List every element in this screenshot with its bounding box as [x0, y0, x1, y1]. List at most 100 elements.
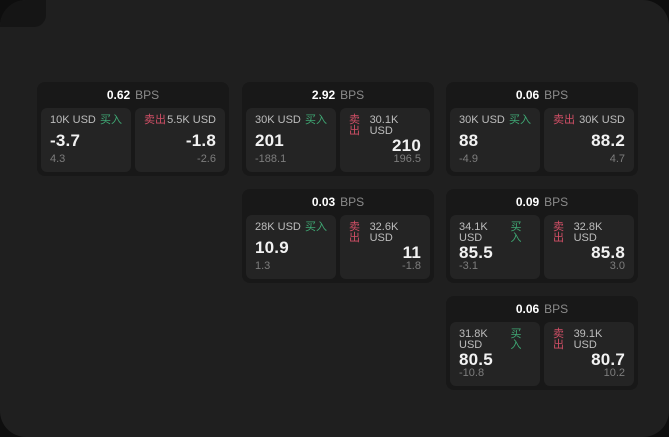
buy-side-label: 买入: [510, 328, 522, 351]
sell-change: -2.6: [197, 153, 216, 165]
sell-panel[interactable]: 卖出 32.8K USD 85.8 3.0: [544, 215, 634, 279]
sell-change: 196.5: [393, 153, 421, 165]
buy-size-label: 10K USD: [50, 114, 96, 126]
bps-spread-value: 0.09: [515, 195, 540, 209]
bid-ask-panels: 30K USD 买入 88 -4.9 卖出 30K USD 88.2 4.7: [446, 108, 638, 176]
sell-size-label: 32.8K USD: [573, 221, 603, 244]
sell-panel-header: 卖出 30.1K USD: [349, 115, 421, 137]
buy-size-label: 34.1K USD: [459, 221, 488, 244]
buy-price: 85.5: [459, 243, 493, 262]
bid-ask-panels: 34.1K USD 买入 85.5 -3.1 卖出 32.8K USD 85.8…: [446, 215, 638, 283]
sell-change: 3.0: [609, 260, 625, 272]
buy-size-label: 30K USD: [459, 114, 505, 126]
sell-price: 11: [402, 243, 421, 262]
quote-card: 2.92 BPS 30K USD 买入 201 -188.1 卖出 30.1K …: [242, 82, 434, 176]
sell-price: 88.2: [591, 130, 625, 150]
sell-side-label: 卖出: [553, 328, 564, 351]
buy-panel[interactable]: 30K USD 买入 88 -4.9: [450, 108, 540, 172]
sell-change: 4.7: [609, 153, 625, 165]
buy-panel[interactable]: 34.1K USD 买入 85.5 -3.1: [450, 215, 540, 279]
sell-panel-header: 卖出 39.1K USD: [553, 329, 625, 351]
buy-change: -188.1: [255, 153, 287, 165]
buy-panel[interactable]: 30K USD 买入 201 -188.1: [246, 108, 336, 172]
quote-card: 0.06 BPS 31.8K USD 买入 80.5 -10.8 卖出 39.1…: [446, 296, 638, 390]
card-header: 0.06 BPS: [446, 82, 638, 108]
buy-panel-header: 31.8K USD 买入: [459, 329, 531, 351]
buy-side-label: 买入: [510, 221, 522, 244]
sell-panel-header: 卖出 32.6K USD: [349, 222, 421, 244]
buy-change: 1.3: [255, 260, 271, 272]
sell-panel[interactable]: 卖出 5.5K USD -1.8 -2.6: [135, 108, 225, 172]
sell-change: -1.8: [402, 260, 421, 272]
card-header: 0.62 BPS: [37, 82, 229, 108]
buy-side-label: 买入: [305, 221, 327, 233]
sell-price: 85.8: [591, 243, 625, 262]
buy-change: 4.3: [50, 153, 66, 165]
buy-panel[interactable]: 10K USD 买入 -3.7 4.3: [41, 108, 131, 172]
buy-size-label: 31.8K USD: [459, 328, 488, 351]
card-header: 2.92 BPS: [242, 82, 434, 108]
bid-ask-panels: 30K USD 买入 201 -188.1 卖出 30.1K USD 210 1…: [242, 108, 434, 176]
card-header: 0.03 BPS: [242, 189, 434, 215]
bid-ask-panels: 28K USD 买入 10.9 1.3 卖出 32.6K USD 11 -1.8: [242, 215, 434, 283]
buy-panel-header: 34.1K USD 买入: [459, 222, 531, 244]
sell-panel[interactable]: 卖出 30K USD 88.2 4.7: [544, 108, 634, 172]
bps-unit-label: BPS: [544, 195, 569, 209]
buy-size-label: 28K USD: [255, 221, 301, 233]
window-corner-accent: [0, 0, 46, 27]
sell-change: 10.2: [603, 367, 625, 379]
bps-unit-label: BPS: [544, 302, 569, 316]
sell-side-label: 卖出: [553, 114, 575, 126]
sell-size-label: 30K USD: [579, 114, 625, 126]
buy-panel-header: 28K USD 买入: [255, 222, 327, 233]
sell-panel-header: 卖出 30K USD: [553, 115, 625, 126]
sell-panel[interactable]: 卖出 32.6K USD 11 -1.8: [340, 215, 430, 279]
sell-panel-header: 卖出 5.5K USD: [144, 115, 216, 126]
quote-card: 0.03 BPS 28K USD 买入 10.9 1.3 卖出 32.6K US…: [242, 189, 434, 283]
bid-ask-panels: 31.8K USD 买入 80.5 -10.8 卖出 39.1K USD 80.…: [446, 322, 638, 390]
quote-card: 0.62 BPS 10K USD 买入 -3.7 4.3 卖出 5.5K USD…: [37, 82, 229, 176]
buy-side-label: 买入: [305, 114, 327, 126]
buy-panel[interactable]: 28K USD 买入 10.9 1.3: [246, 215, 336, 279]
quote-card: 0.09 BPS 34.1K USD 买入 85.5 -3.1 卖出 32.8K…: [446, 189, 638, 283]
buy-panel-header: 30K USD 买入: [255, 115, 327, 126]
bps-spread-value: 2.92: [311, 88, 336, 102]
buy-change: -10.8: [459, 367, 485, 379]
card-header: 0.09 BPS: [446, 189, 638, 215]
bps-unit-label: BPS: [340, 88, 365, 102]
buy-price: 201: [255, 130, 284, 150]
buy-price: 88: [459, 130, 479, 150]
buy-price: -3.7: [50, 130, 81, 150]
sell-price: 80.7: [591, 350, 625, 369]
sell-size-label: 5.5K USD: [167, 114, 216, 126]
sell-side-label: 卖出: [349, 114, 360, 137]
buy-panel-header: 30K USD 买入: [459, 115, 531, 126]
bps-unit-label: BPS: [340, 195, 365, 209]
bps-spread-value: 0.62: [106, 88, 131, 102]
sell-side-label: 卖出: [144, 114, 166, 126]
bps-unit-label: BPS: [135, 88, 160, 102]
buy-change: -3.1: [459, 260, 478, 272]
quote-card: 0.06 BPS 30K USD 买入 88 -4.9 卖出 30K USD 8…: [446, 82, 638, 176]
buy-change: -4.9: [459, 153, 478, 165]
sell-size-label: 32.6K USD: [369, 221, 399, 244]
sell-size-label: 30.1K USD: [369, 114, 399, 137]
bps-spread-value: 0.06: [515, 88, 540, 102]
sell-panel-header: 卖出 32.8K USD: [553, 222, 625, 244]
buy-panel[interactable]: 31.8K USD 买入 80.5 -10.8: [450, 322, 540, 386]
bid-ask-panels: 10K USD 买入 -3.7 4.3 卖出 5.5K USD -1.8 -2.…: [37, 108, 229, 176]
sell-price: -1.8: [185, 130, 216, 150]
buy-side-label: 买入: [100, 114, 122, 126]
buy-size-label: 30K USD: [255, 114, 301, 126]
bps-spread-value: 0.03: [311, 195, 336, 209]
sell-panel[interactable]: 卖出 30.1K USD 210 196.5: [340, 108, 430, 172]
bps-unit-label: BPS: [544, 88, 569, 102]
bps-spread-value: 0.06: [515, 302, 540, 316]
sell-size-label: 39.1K USD: [573, 328, 603, 351]
buy-side-label: 买入: [509, 114, 531, 126]
sell-price: 210: [392, 136, 421, 155]
buy-price: 80.5: [459, 350, 493, 369]
sell-panel[interactable]: 卖出 39.1K USD 80.7 10.2: [544, 322, 634, 386]
sell-side-label: 卖出: [349, 221, 360, 244]
